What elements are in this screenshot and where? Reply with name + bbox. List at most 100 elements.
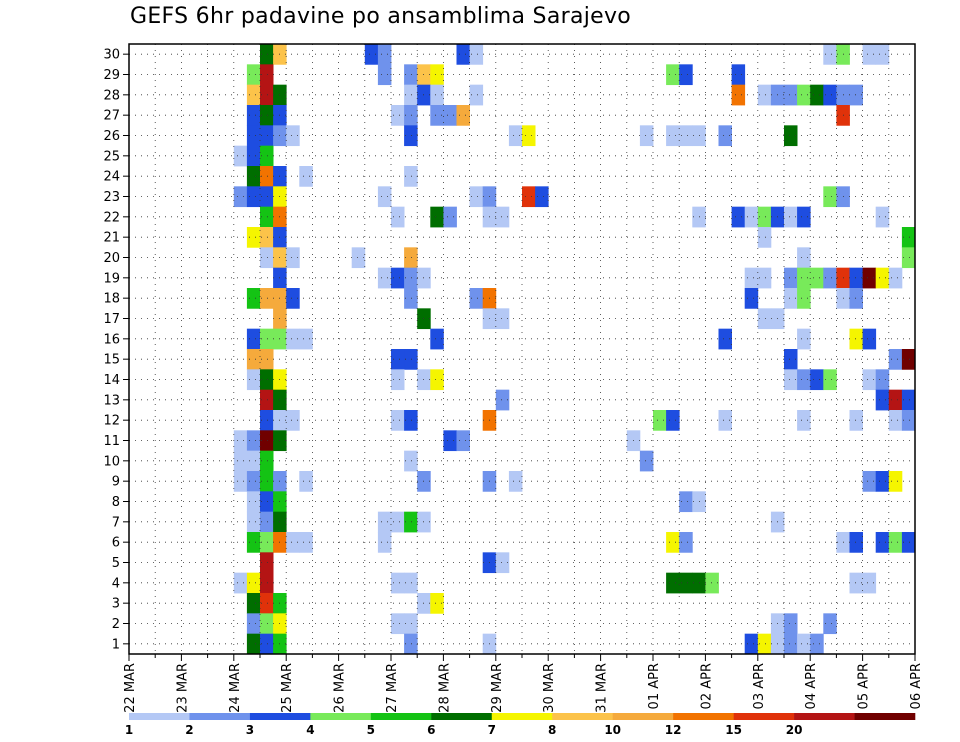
heatmap-cell — [888, 349, 903, 370]
heatmap-cell — [260, 145, 274, 167]
heatmap-cell — [430, 593, 444, 614]
heatmap-cell — [377, 532, 392, 553]
heatmap-cell — [260, 186, 274, 208]
heatmap-cell — [679, 572, 693, 594]
x-tick-label: 27 MAR — [385, 663, 400, 713]
heatmap-cell — [233, 471, 248, 492]
y-tick-label: 1 — [112, 637, 120, 652]
y-tick-label: 28 — [103, 88, 120, 103]
y-tick-label: 10 — [103, 454, 120, 469]
heatmap-cell — [286, 328, 300, 350]
heatmap-cell — [246, 288, 261, 309]
colorbar-label: 6 — [427, 723, 435, 737]
heatmap-cell — [495, 308, 510, 330]
heatmap-cell — [901, 389, 916, 411]
colorbar-label: 3 — [246, 723, 254, 737]
heatmap-cell — [364, 44, 379, 65]
heatmap-cell — [246, 328, 261, 350]
heatmap-cell — [404, 633, 418, 655]
x-tick-label: 23 MAR — [175, 663, 190, 713]
heatmap-cell — [377, 511, 392, 533]
heatmap-cell — [679, 64, 693, 86]
heatmap-cell — [377, 267, 392, 289]
heatmap-cell — [233, 450, 248, 472]
heatmap-cell — [797, 369, 811, 391]
heatmap-cell — [246, 349, 261, 370]
heatmap-cell — [875, 532, 890, 553]
heatmap-cell — [797, 267, 811, 289]
heatmap-cell — [233, 572, 248, 594]
heatmap-cell — [260, 349, 274, 370]
heatmap-cell — [246, 105, 261, 126]
heatmap-cell — [246, 471, 261, 492]
heatmap-cell — [260, 64, 274, 86]
heatmap-cell — [246, 532, 261, 553]
heatmap-cell — [469, 84, 484, 106]
y-tick-label: 8 — [112, 495, 120, 510]
heatmap-cell — [404, 125, 418, 147]
heatmap-cell — [875, 471, 890, 492]
colorbar-swatch — [249, 713, 311, 720]
heatmap-cell — [233, 145, 248, 167]
heatmap-cell — [404, 349, 418, 370]
y-tick-label: 22 — [103, 210, 120, 225]
heatmap-cell — [469, 186, 484, 208]
y-tick-label: 18 — [103, 292, 120, 307]
heatmap-cell — [443, 206, 457, 228]
heatmap-cell — [299, 328, 313, 350]
heatmap-cell — [679, 125, 693, 147]
colorbar-label: 12 — [665, 723, 682, 737]
heatmap-cell — [784, 613, 798, 635]
heatmap-cell — [888, 532, 903, 553]
heatmap-cell — [495, 389, 510, 411]
y-tick-label: 5 — [112, 556, 120, 571]
heatmap-cell — [260, 166, 274, 187]
colorbar-swatch — [854, 713, 916, 720]
heatmap-cell — [246, 491, 261, 513]
heatmap-cell — [744, 633, 759, 655]
heatmap-cell — [849, 288, 863, 309]
heatmap-cell — [391, 410, 405, 431]
x-tick-label: 24 MAR — [228, 663, 243, 713]
chart-title: GEFS 6hr padavine po ansamblima Sarajevo — [130, 4, 632, 29]
heatmap-cell — [246, 450, 261, 472]
heatmap-cell — [404, 64, 418, 86]
heatmap-cell — [875, 44, 890, 65]
heatmap-cell — [744, 267, 759, 289]
x-tick-label: 22 MAR — [123, 663, 138, 713]
heatmap-cell — [522, 186, 536, 208]
heatmap-cell — [784, 267, 798, 289]
heatmap-cell — [849, 532, 863, 553]
y-tick-label: 14 — [103, 373, 120, 388]
y-tick-label: 27 — [103, 109, 120, 124]
colorbar-swatch — [370, 713, 432, 720]
heatmap-cell — [666, 410, 680, 431]
heatmap-cell — [535, 186, 549, 208]
heatmap-cell — [299, 166, 313, 187]
heatmap-cell — [260, 369, 274, 391]
heatmap-cell — [456, 105, 470, 126]
heatmap-cell — [495, 206, 510, 228]
heatmap-cell — [246, 633, 261, 655]
colorbar-swatch — [794, 713, 855, 720]
colorbar-label: 20 — [786, 723, 803, 737]
heatmap-cell — [391, 206, 405, 228]
colorbar-label: 10 — [604, 723, 621, 737]
heatmap-cell — [888, 389, 903, 411]
heatmap-cell — [508, 125, 523, 147]
heatmap-cell — [246, 186, 261, 208]
heatmap-cell — [797, 410, 811, 431]
heatmap-cell — [260, 328, 274, 350]
heatmap-cell — [260, 288, 274, 309]
heatmap-cell — [901, 227, 916, 248]
x-tick-label: 29 MAR — [490, 663, 505, 713]
heatmap-cell — [260, 227, 274, 248]
heatmap-cell — [757, 308, 772, 330]
heatmap-cell — [299, 471, 313, 492]
heatmap-cell — [875, 389, 890, 411]
heatmap-cell — [731, 84, 746, 106]
heatmap-cell — [377, 64, 392, 86]
heatmap-cell — [430, 105, 444, 126]
heatmap-cell — [430, 84, 444, 106]
heatmap-cell — [286, 532, 300, 553]
